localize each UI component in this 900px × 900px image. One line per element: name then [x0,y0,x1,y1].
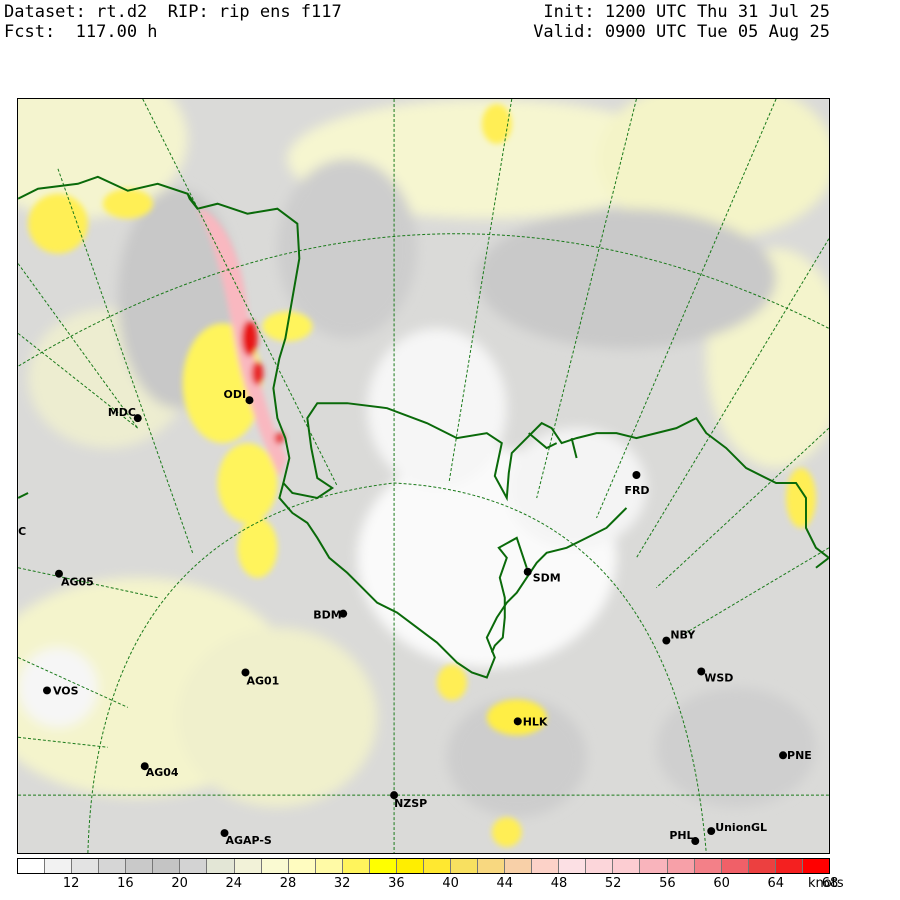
latlon-grid [18,99,829,853]
svg-text:HLK: HLK [523,715,548,728]
station-frd: FRD [624,471,650,497]
svg-text:SDM: SDM [533,572,561,585]
legend-tick-label: 16 [117,876,134,891]
legend-tick-label: 52 [604,876,622,891]
legend-swatch [45,859,73,873]
legend-tick-label: 40 [442,876,459,891]
legend-swatch [342,859,370,873]
svg-text:AG01: AG01 [246,674,279,687]
valid-time-label: Valid: 0900 UTC Tue 05 Aug 25 [533,22,830,42]
legend-swatch [559,859,587,873]
legend-swatch [802,859,829,873]
svg-text:NBY: NBY [670,629,696,642]
svg-text:BDM: BDM [313,609,341,622]
station-ag05: AG05 [54,569,94,589]
legend-tick-label: 12 [62,876,80,891]
legend-tick-label: 68 [821,876,839,891]
legend-swatch [261,859,289,873]
legend-tick-label: 48 [550,876,568,891]
legend-units: knots [808,876,844,891]
svg-text:AG04: AG04 [146,766,179,779]
svg-text:MDC: MDC [108,406,136,419]
legend-swatch [396,859,424,873]
legend-tick-labels: 12 16 20 24 28 32 36 40 44 48 52 56 60 64 68 [17,876,838,892]
legend-swatch [288,859,316,873]
legend-swatch [315,859,343,873]
forecast-hour-label: Fcst: 117.00 h [4,22,158,42]
legend-swatch [207,859,235,873]
station-sdm: SDM [523,567,561,585]
legend-swatch [505,859,533,873]
svg-text:C: C [18,525,26,538]
color-legend [17,858,830,874]
legend-swatch [532,859,560,873]
coastlines [18,175,829,679]
svg-text:NZSP: NZSP [394,797,427,810]
station-vos: VOS [43,684,79,697]
legend-swatch [18,859,46,873]
legend-swatch [153,859,181,873]
dataset-label: Dataset: rt.d2 RIP: rip ens f117 [4,2,342,22]
station-uniongl: UnionGL [707,821,767,836]
svg-text:PNE: PNE [787,749,812,762]
svg-text:WSD: WSD [704,671,733,684]
station-hlk: HLK [513,715,548,728]
legend-tick-label: 60 [713,876,730,891]
station-phl: PHL [669,829,700,846]
legend-swatch [748,859,776,873]
station-ag01: AG01 [241,668,279,687]
legend-swatch [126,859,154,873]
svg-text:UnionGL: UnionGL [715,821,767,834]
legend-swatch [667,859,695,873]
station-mdc: MDC [108,406,142,423]
legend-tick-label: 32 [333,876,351,891]
svg-text:FRD: FRD [624,484,649,497]
legend-swatch [586,859,614,873]
legend-swatch [640,859,668,873]
station-odi: ODI [224,388,254,405]
svg-text:AGAP-S: AGAP-S [226,834,272,847]
legend-swatch [369,859,397,873]
legend-swatch [72,859,100,873]
legend-swatch [694,859,722,873]
legend-tick-label: 36 [388,876,405,891]
legend-swatch [721,859,749,873]
legend-swatch [451,859,479,873]
legend-swatch [478,859,506,873]
svg-text:AG05: AG05 [61,576,94,589]
station-bdm: BDM [313,609,348,622]
legend-tick-label: 20 [171,876,188,891]
station-nzsp: NZSP [390,791,427,810]
legend-swatch [613,859,641,873]
wind-speed-map: ODI MDC FRD C AG05 SDM BDM NBY AG01 WSD … [17,98,830,854]
legend-swatch [99,859,127,873]
legend-swatch [180,859,208,873]
station-ag04: AG04 [140,762,179,779]
station-markers: ODI MDC FRD C AG05 SDM BDM NBY AG01 WSD … [18,388,812,847]
legend-swatch [234,859,262,873]
station-pne: PNE [779,749,812,762]
station-agap-s: AGAP-S [220,829,272,847]
legend-tick-label: 24 [225,876,243,891]
svg-text:ODI: ODI [224,388,247,401]
legend-swatch [423,859,451,873]
high-wind-shading [28,103,816,848]
legend-swatch [775,859,803,873]
station-nby: NBY [662,629,696,645]
legend-tick-label: 56 [659,876,676,891]
legend-tick-label: 28 [279,876,297,891]
init-time-label: Init: 1200 UTC Thu 31 Jul 25 [543,2,830,22]
legend-tick-label: 64 [767,876,785,891]
legend-tick-label: 44 [496,876,514,891]
svg-text:PHL: PHL [669,829,693,842]
station-wsd: WSD [697,667,733,684]
svg-text:VOS: VOS [53,684,79,697]
station-c: C [18,525,26,538]
